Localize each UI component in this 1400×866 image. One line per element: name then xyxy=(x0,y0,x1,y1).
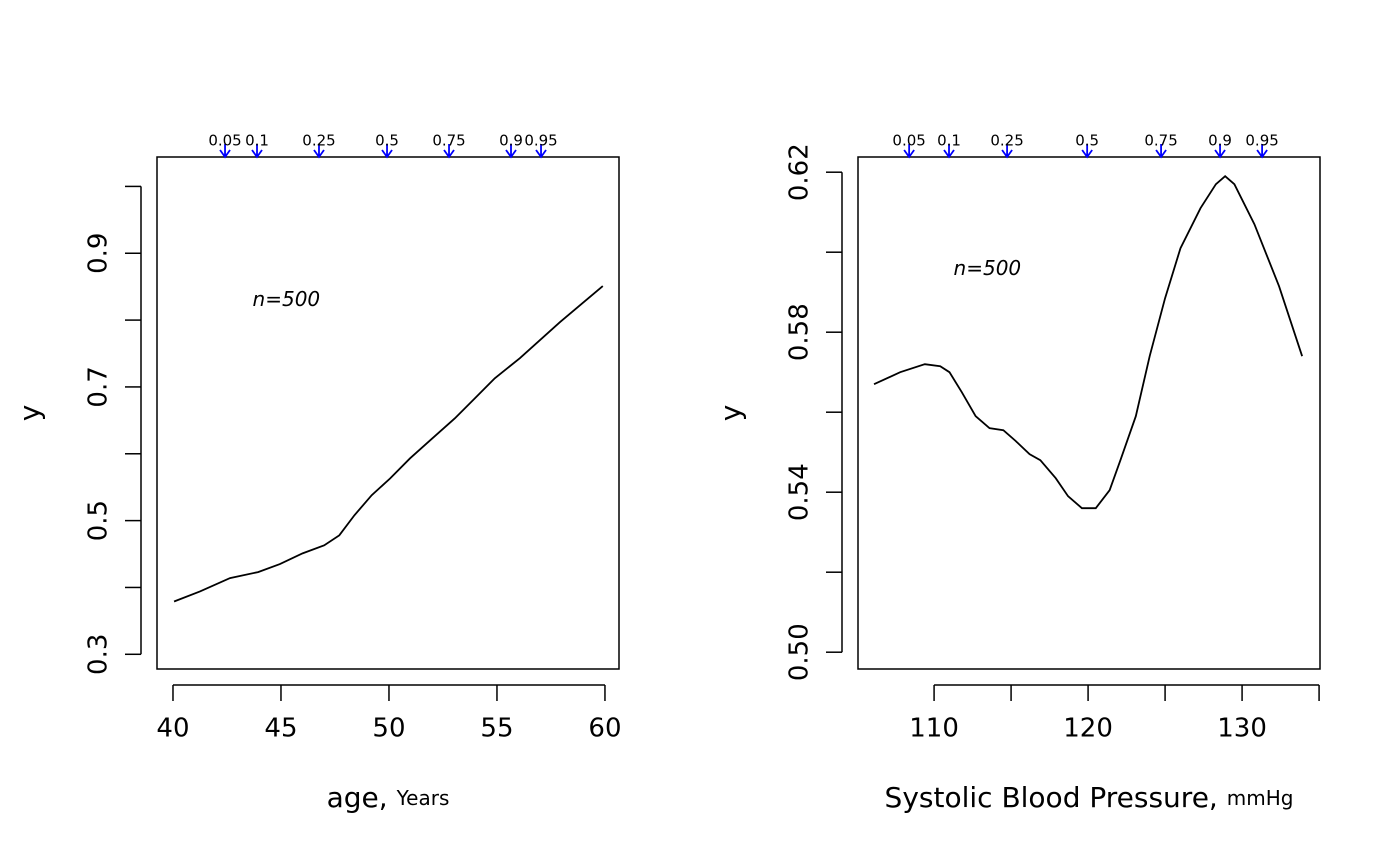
quantile-arrow xyxy=(535,144,547,159)
x-axis-title-text: Systolic Blood Pressure, xyxy=(885,781,1218,814)
y-tick-label: 0.62 xyxy=(785,143,815,201)
x-tick-label: 60 xyxy=(588,714,621,744)
y-tick-label: 0.9 xyxy=(84,233,114,274)
data-line xyxy=(873,175,1303,510)
quantile-arrow xyxy=(443,144,455,159)
quantile-arrow xyxy=(903,144,915,159)
quantile-label: 0.1 xyxy=(937,132,961,150)
quantile-label: 0.05 xyxy=(208,132,241,150)
x-tick-label: 120 xyxy=(1063,714,1113,744)
quantile-label: 0.9 xyxy=(1208,132,1232,150)
quantile-label: 0.95 xyxy=(524,132,557,150)
quantile-arrow xyxy=(251,144,263,159)
y-tick-label: 0.5 xyxy=(84,500,114,541)
x-tick-label: 55 xyxy=(480,714,513,744)
y-tick-label: 0.50 xyxy=(785,623,815,681)
x-axis-unit: mmHg xyxy=(1227,786,1294,810)
quantile-label: 0.25 xyxy=(990,132,1023,150)
panel: 110 120 130 0.50 0.54 0.58 0.62 Systolic Blood … xyxy=(714,132,1321,814)
quantile-label: 0.5 xyxy=(375,132,399,150)
y-axis-title: y xyxy=(714,405,747,422)
quantile-arrow xyxy=(943,144,955,159)
quantile-label: 0.25 xyxy=(302,132,335,150)
quantile-arrow xyxy=(313,144,325,159)
plot-frame xyxy=(857,156,1321,670)
x-tick-label: 50 xyxy=(372,714,405,744)
x-tick-label: 40 xyxy=(156,714,189,744)
quantile-label: 0.05 xyxy=(892,132,925,150)
x-axis-unit: Years xyxy=(396,786,450,810)
x-tick-label: 130 xyxy=(1217,714,1267,744)
quantile-label: 0.5 xyxy=(1075,132,1099,150)
x-tick-label: 45 xyxy=(264,714,297,744)
quantile-label: 0.75 xyxy=(432,132,465,150)
y-axis-title: y xyxy=(13,405,46,422)
quantile-arrow xyxy=(1081,144,1093,159)
quantile-arrow xyxy=(1001,144,1013,159)
quantile-arrow xyxy=(1155,144,1167,159)
quantile-arrow xyxy=(219,144,231,159)
quantile-label: 0.9 xyxy=(499,132,523,150)
plot-frame xyxy=(156,156,620,670)
quantile-arrow xyxy=(1214,144,1226,159)
y-tick-label: 0.3 xyxy=(84,634,114,675)
y-tick-label: 0.58 xyxy=(785,303,815,361)
annotation: n=500 xyxy=(253,287,321,311)
y-tick-label: 0.54 xyxy=(785,463,815,521)
quantile-label: 0.1 xyxy=(245,132,269,150)
x-tick-label: 110 xyxy=(909,714,959,744)
panel: 40 45 50 55 60 0.3 0.5 0.7 0.9 age, Years y n=500 0.… xyxy=(13,132,622,815)
data-line xyxy=(173,285,604,603)
x-axis-title: age, Years xyxy=(327,781,450,814)
y-tick-label: 0.7 xyxy=(84,366,114,407)
quantile-arrow xyxy=(381,144,393,159)
x-axis-title-text: age, xyxy=(327,781,388,814)
annotation: n=500 xyxy=(954,256,1022,280)
quantile-label: 0.95 xyxy=(1245,132,1278,150)
quantile-label: 0.75 xyxy=(1144,132,1177,150)
x-axis-title: Systolic Blood Pressure, mmHg xyxy=(885,781,1294,814)
quantile-arrow xyxy=(1256,144,1268,159)
quantile-arrow xyxy=(505,144,517,159)
